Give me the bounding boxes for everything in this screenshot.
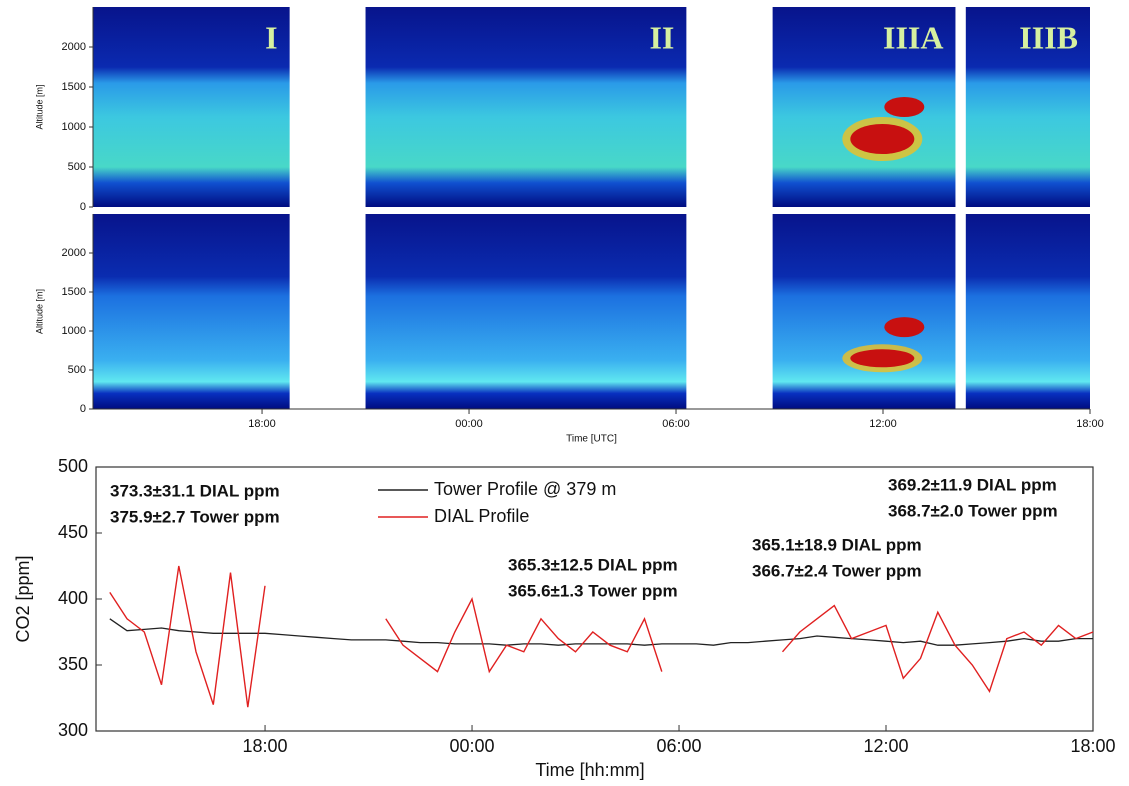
panel-label: IIIB [1019,19,1078,55]
y-tick-label: 500 [68,364,86,376]
legend-label: Tower Profile @ 379 m [434,479,616,499]
co2-chart: 300 350 400 450 500 18:00 00:00 06:00 12:00 18:00… [13,456,1116,780]
lidar-panel [965,214,1090,409]
annotation: 368.7±2.0 Tower ppm [888,501,1058,520]
y-tick-label: 500 [58,456,88,476]
lidar-panel [772,7,956,207]
y-axis-label: Altitude [m] [34,289,44,334]
panel-label: II [649,19,674,55]
y-tick-label: 0 [80,403,86,415]
lidar-panel [965,7,1090,207]
lidar-panel [365,214,687,409]
annotation: 375.9±2.7 Tower ppm [110,507,280,526]
x-tick-label: 00:00 [455,418,483,430]
y-axis-label: Altitude [m] [34,84,44,129]
lidar-panel [772,214,956,409]
y-tick-label: 0 [80,201,86,213]
annotation: 365.3±12.5 DIAL ppm [508,555,678,574]
lidar-panel [93,214,290,409]
y-tick-label: 500 [68,161,86,173]
y-tick-label: 450 [58,522,88,542]
annotation: 365.1±18.9 DIAL ppm [752,535,922,554]
x-tick-label: 18:00 [1076,418,1104,430]
x-axis-label: Time [hh:mm] [535,760,644,780]
lidar-panel [93,7,290,207]
x-tick-label: 18:00 [1070,736,1115,756]
annotation: 366.7±2.4 Tower ppm [752,561,922,580]
x-tick-label: 06:00 [662,418,690,430]
x-tick-label: 00:00 [450,736,495,756]
series-line [109,565,1094,708]
y-tick-label: 400 [58,588,88,608]
cloud-signal [850,349,915,368]
cloud-signal [850,124,915,154]
y-tick-label: 1000 [62,121,86,133]
x-tick-label: 18:00 [248,418,276,430]
x-axis-label: Time [UTC] [566,434,617,445]
y-tick-label: 2000 [62,247,86,259]
y-tick-label: 1500 [62,286,86,298]
y-tick-label: 1000 [62,325,86,337]
y-tick-label: 350 [58,654,88,674]
y-tick-label: 1500 [62,81,86,93]
x-tick-label: 12:00 [863,736,908,756]
panel-label: I [265,19,277,55]
cloud-signal [884,97,925,117]
x-tick-label: 18:00 [243,736,288,756]
annotation: 369.2±11.9 DIAL ppm [888,475,1057,494]
x-tick-label: 06:00 [656,736,701,756]
panel-label: IIIA [883,19,943,55]
annotation: 373.3±31.1 DIAL ppm [110,481,280,500]
y-axis-label: CO2 [ppm] [13,555,33,642]
lidar-panel [365,7,687,207]
legend-label: DIAL Profile [434,506,529,526]
cloud-signal [884,317,925,338]
annotation: 365.6±1.3 Tower ppm [508,581,678,600]
y-tick-label: 300 [58,720,88,740]
x-tick-label: 12:00 [869,418,897,430]
series-line [109,618,1093,646]
y-tick-label: 2000 [62,41,86,53]
